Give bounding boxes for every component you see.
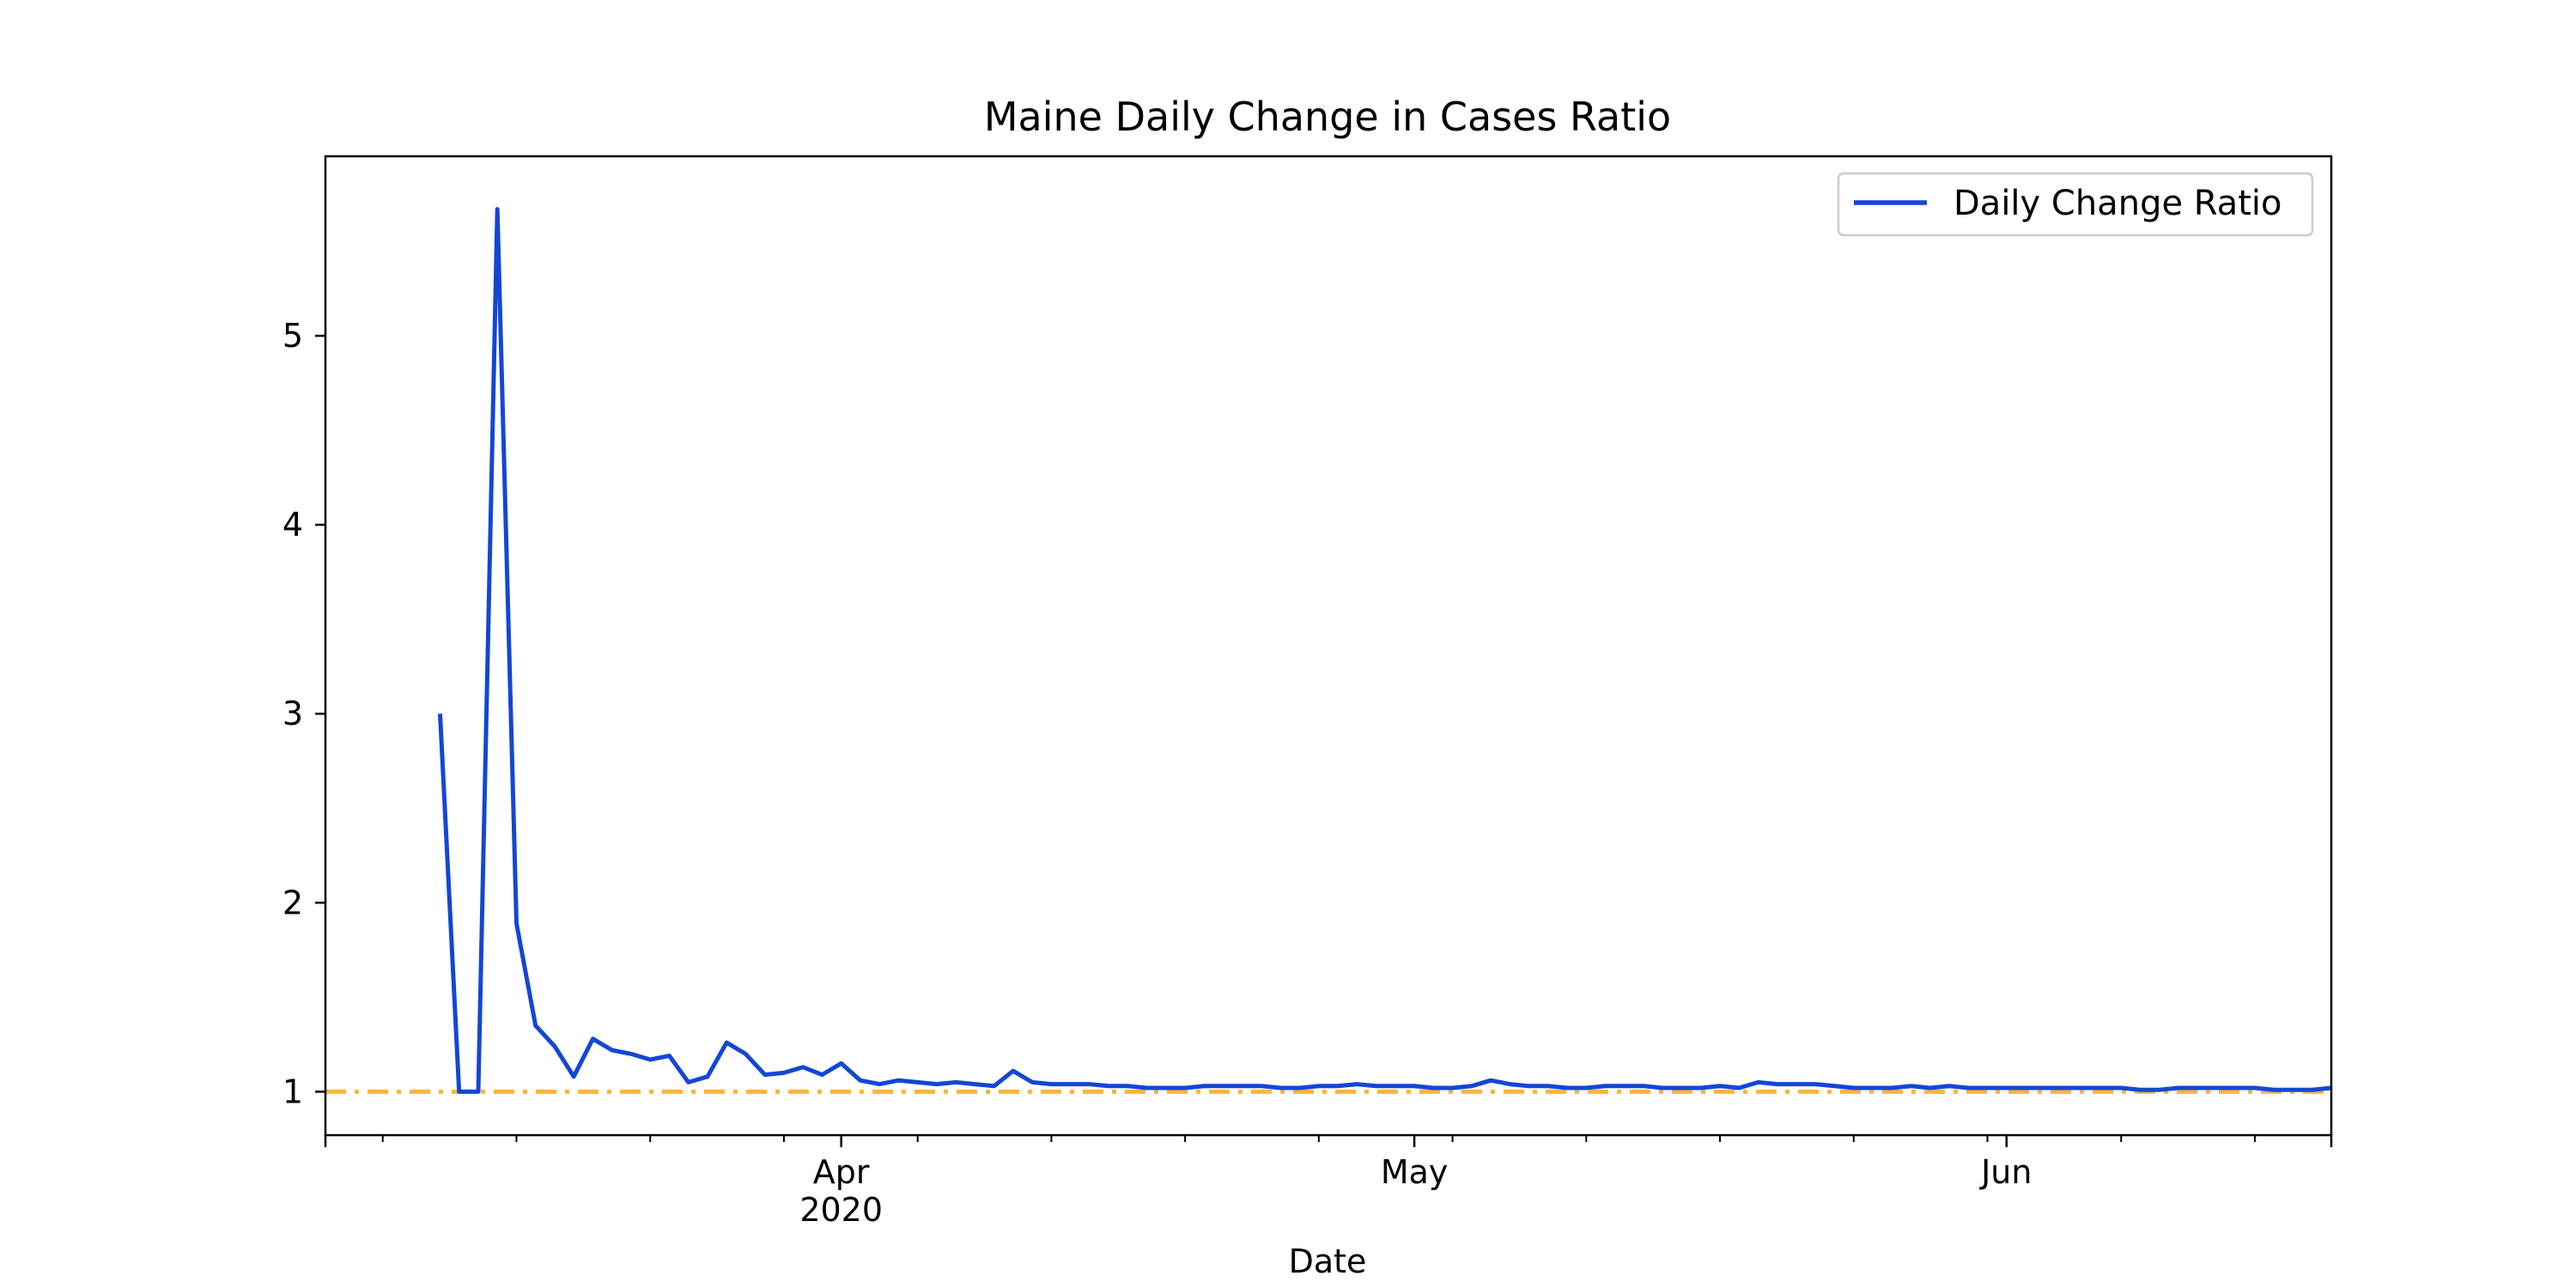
y-tick-label: 1 [283,1072,303,1110]
legend: Daily Change Ratio [1837,172,2314,237]
x-tick-sublabel: 2020 [799,1191,883,1229]
y-tick-label: 4 [283,506,303,544]
y-axis: 1 2 3 4 5 [283,317,325,1110]
plot-area [325,207,2332,1094]
legend-label: Daily Change Ratio [1953,184,2281,223]
plot-frame [324,155,2333,1137]
y-tick-label: 2 [283,884,303,921]
series-line [438,207,2332,1094]
chart-title: Maine Daily Change in Cases Ratio [984,94,1671,140]
y-tick-label: 3 [283,695,303,732]
y-tick-label: 5 [283,317,303,355]
x-tick-label: Jun [1979,1153,2032,1191]
x-tick-label: Apr [813,1153,870,1191]
legend-box [1837,172,2314,237]
x-tick-label: May [1381,1153,1449,1191]
x-axis-label: Date [1289,1242,1367,1280]
